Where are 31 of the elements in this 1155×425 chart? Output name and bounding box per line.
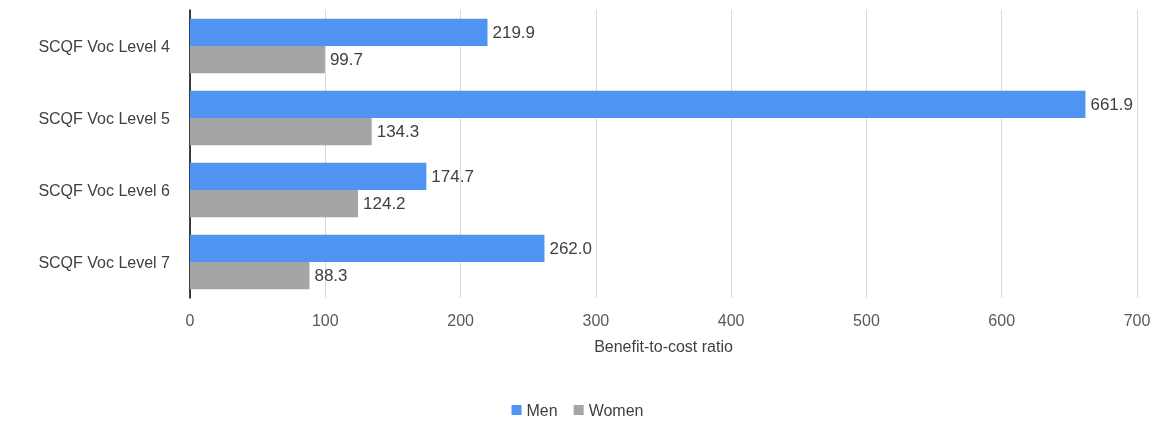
data-label: 219.9	[492, 22, 536, 42]
data-label: 124.2	[363, 194, 406, 214]
bar	[190, 162, 427, 190]
x-tick-label: 400	[717, 311, 745, 329]
bar	[190, 18, 488, 46]
legend-label: Men	[526, 401, 558, 419]
data-label: 88.3	[314, 266, 348, 286]
bar	[190, 46, 325, 74]
y-tick-label: SCQF Voc Level 7	[38, 253, 171, 271]
bar	[190, 118, 372, 146]
x-tick-label: 300	[582, 311, 610, 329]
data-label: 661.9	[1090, 94, 1133, 114]
data-label: 174.7	[431, 166, 474, 186]
x-tick-label: 0	[185, 311, 195, 329]
bar	[190, 234, 545, 262]
y-tick-label: SCQF Voc Level 5	[38, 109, 171, 127]
legend-label: Women	[588, 401, 644, 419]
x-axis-title: Benefit-to-cost ratio	[594, 337, 733, 355]
x-tick-label: 700	[1123, 311, 1151, 329]
x-tick-label: 500	[853, 311, 880, 329]
bar	[190, 262, 310, 290]
y-tick-label: SCQF Voc Level 6	[38, 181, 171, 199]
data-label: 262.0	[549, 238, 592, 258]
data-label: 134.3	[376, 122, 420, 142]
data-label: 99.7	[329, 50, 363, 70]
x-tick-label: 100	[311, 311, 339, 329]
y-tick-label: SCQF Voc Level 4	[38, 37, 171, 55]
bar	[190, 90, 1086, 118]
x-tick-label: 200	[447, 311, 475, 329]
x-tick-label: 600	[988, 311, 1016, 329]
bar	[190, 190, 359, 218]
